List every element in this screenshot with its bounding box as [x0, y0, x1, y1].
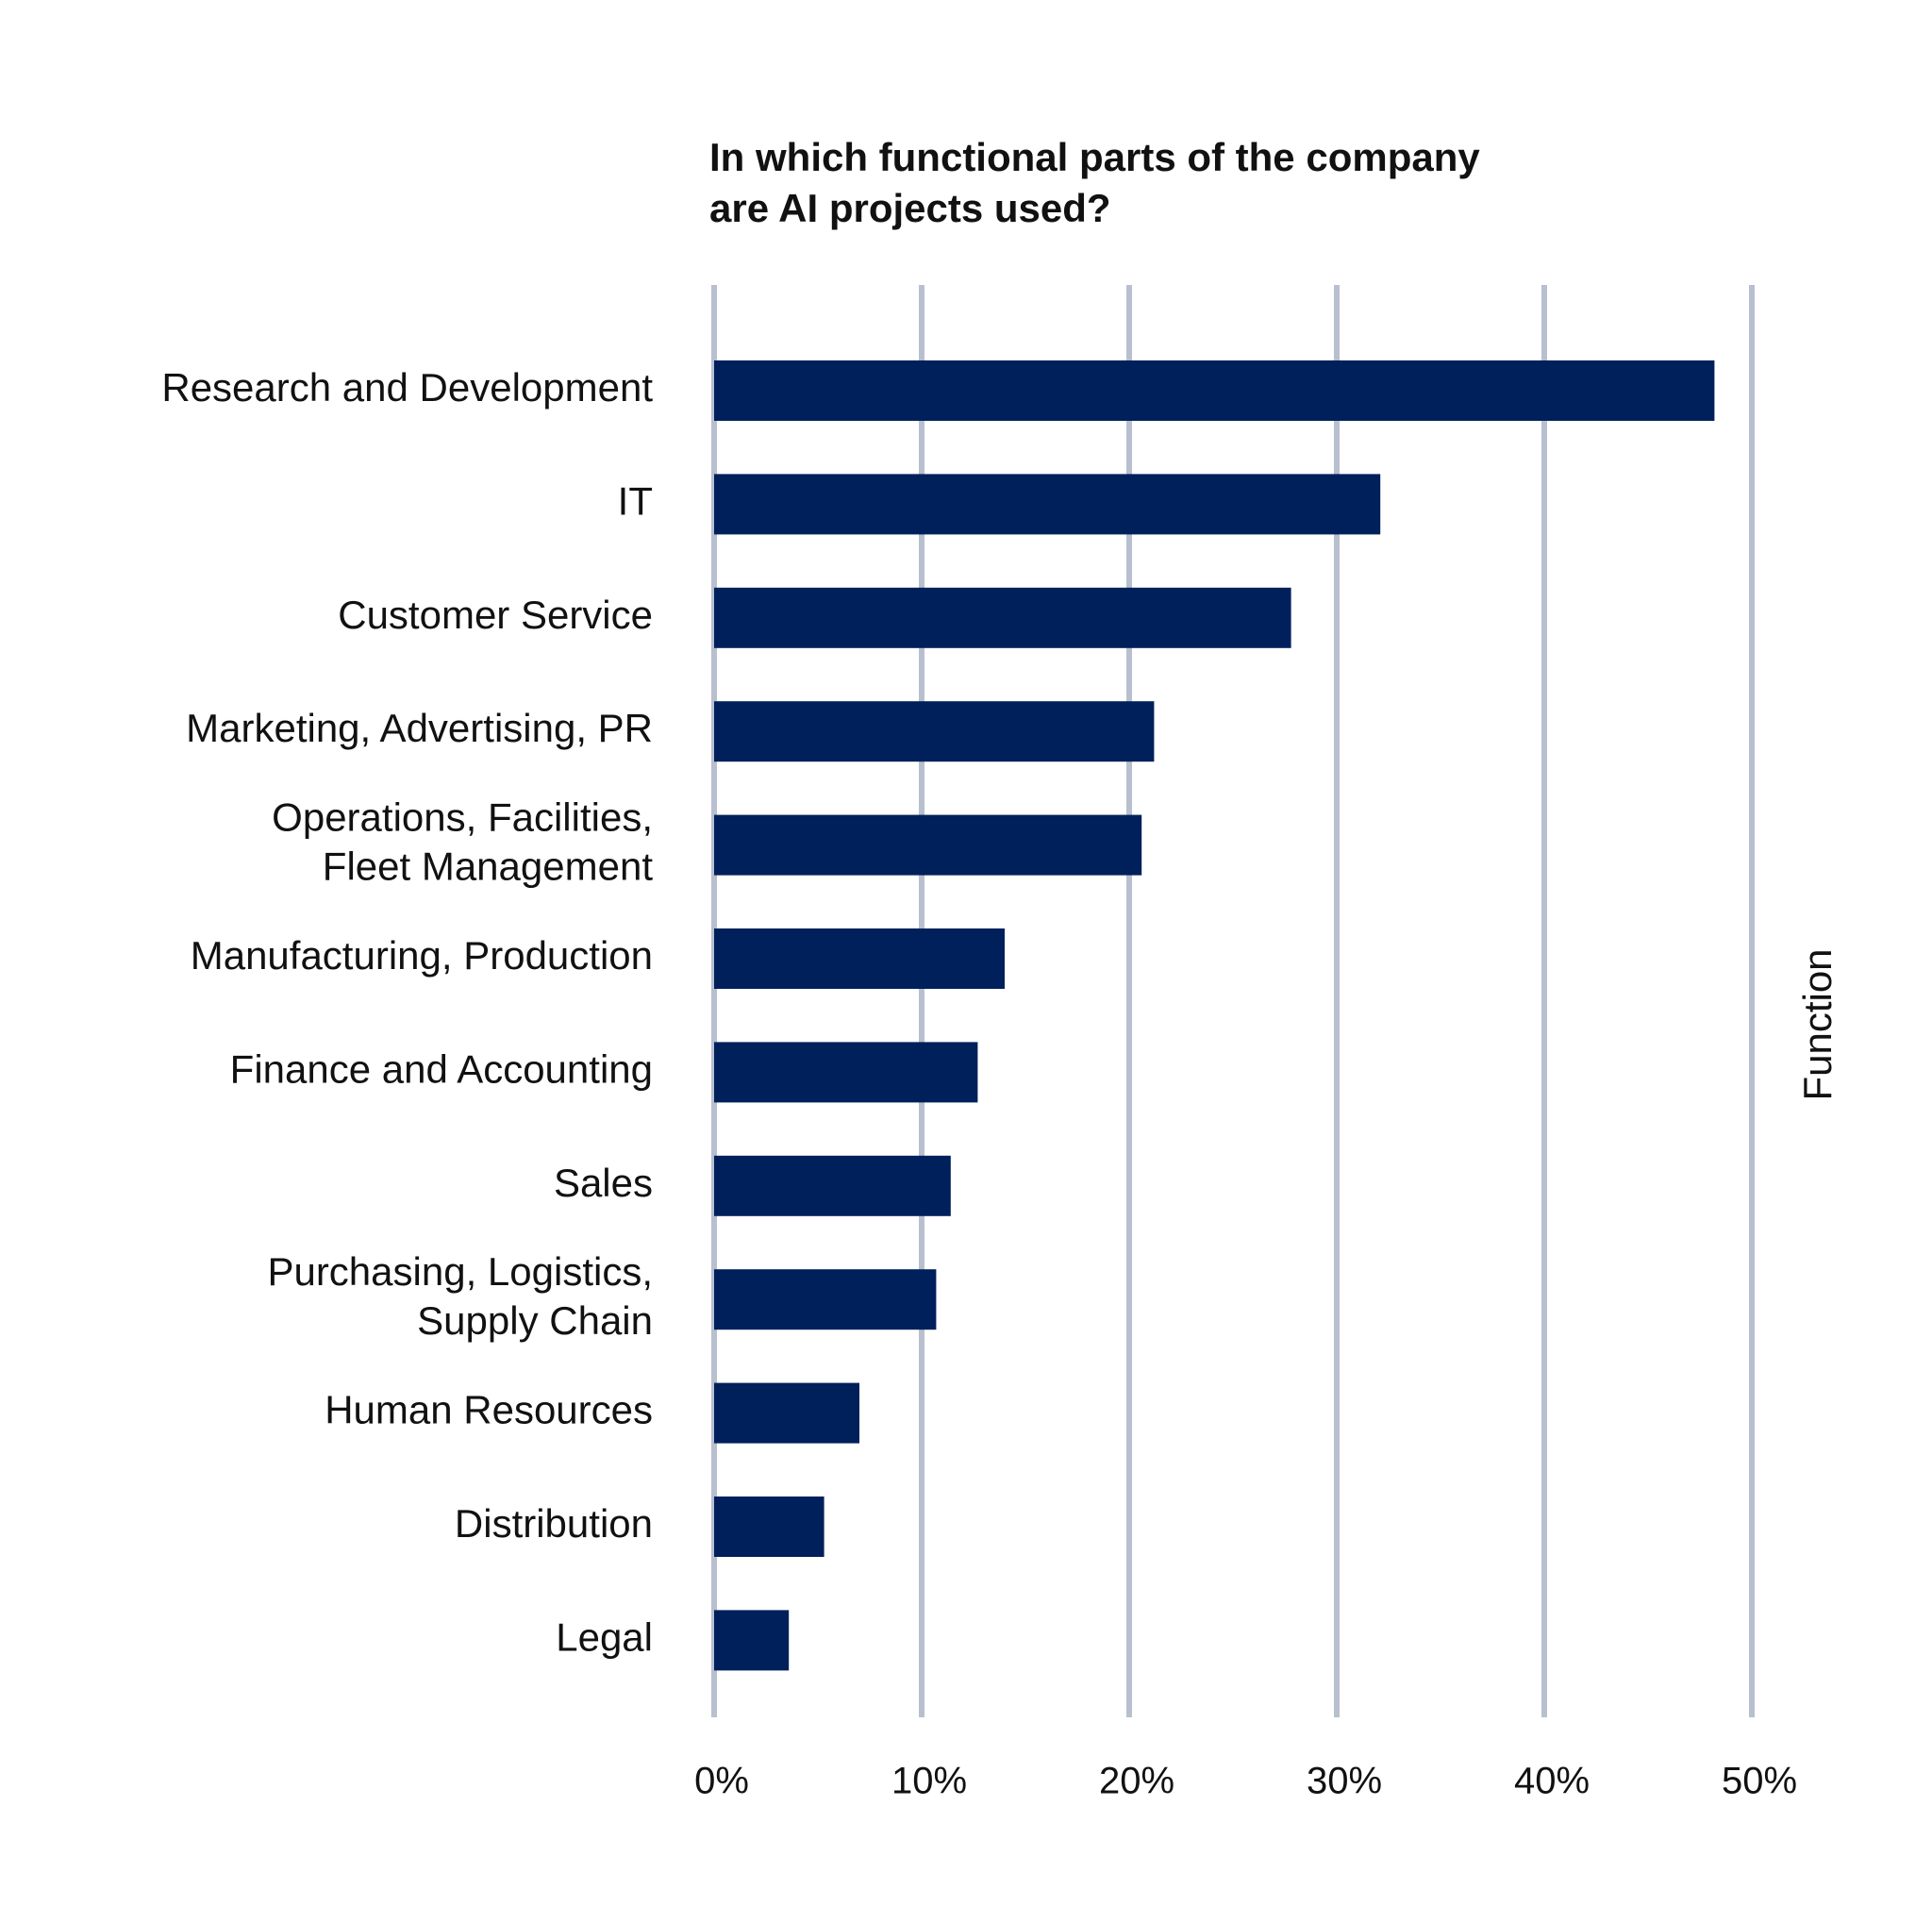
bar-0 — [714, 360, 1715, 421]
category-label-7-line-0: Sales — [554, 1161, 653, 1205]
x-tick-label-5: 50% — [1722, 1761, 1797, 1802]
category-label-6-line-0: Finance and Accounting — [230, 1046, 653, 1091]
bar-4 — [714, 814, 1142, 876]
bar-8 — [714, 1269, 937, 1330]
category-label-3-line-0: Marketing, Advertising, PR — [186, 706, 653, 750]
chart-title: In which functional parts of the company… — [709, 132, 1653, 234]
category-label-9: Human Resources — [325, 1388, 653, 1432]
bar-3 — [714, 701, 1155, 762]
x-tick-labels: 0% 10% 20% 30% 40% 50% — [694, 1761, 1797, 1802]
bar-5 — [714, 928, 1005, 989]
category-label-5-line-0: Manufacturing, Production — [191, 933, 653, 978]
y-axis-label: Function — [1795, 948, 1840, 1100]
chart-title-line-1: In which functional parts of the company — [709, 135, 1480, 179]
x-tick-label-1: 10% — [891, 1761, 967, 1802]
category-label-11: Legal — [556, 1614, 653, 1659]
category-label-8-line-1: Supply Chain — [417, 1298, 653, 1343]
bar-1 — [714, 474, 1381, 535]
bar-2 — [714, 587, 1291, 648]
x-tick-label-3: 30% — [1307, 1761, 1382, 1802]
category-labels: Research and Development IT Customer Servi… — [161, 365, 653, 1659]
category-label-0: Research and Development — [161, 365, 653, 410]
x-tick-label-0: 0% — [694, 1761, 749, 1802]
category-label-4-line-0: Operations, Facilities, — [272, 795, 653, 840]
chart-title-line-2: are AI projects used? — [709, 186, 1111, 230]
bar-7 — [714, 1155, 951, 1216]
category-label-1: IT — [618, 478, 653, 523]
bar-11 — [714, 1610, 790, 1671]
category-label-4-line-1: Fleet Management — [323, 844, 654, 889]
category-label-6: Finance and Accounting — [230, 1046, 653, 1091]
x-tick-label-2: 20% — [1099, 1761, 1174, 1802]
category-label-2: Customer Service — [338, 593, 653, 637]
category-label-2-line-0: Customer Service — [338, 593, 653, 637]
bars — [714, 360, 1715, 1671]
category-label-10: Distribution — [455, 1501, 653, 1546]
category-label-3: Marketing, Advertising, PR — [186, 706, 653, 750]
category-label-10-line-0: Distribution — [455, 1501, 653, 1546]
category-label-8: Purchasing, Logistics, Supply Chain — [267, 1249, 653, 1343]
category-label-7: Sales — [554, 1161, 653, 1205]
category-label-0-line-0: Research and Development — [161, 365, 653, 410]
category-label-5: Manufacturing, Production — [191, 933, 653, 978]
bar-10 — [714, 1497, 824, 1557]
category-label-9-line-0: Human Resources — [325, 1388, 653, 1432]
bar-6 — [714, 1042, 978, 1103]
x-tick-label-4: 40% — [1514, 1761, 1590, 1802]
category-label-4: Operations, Facilities, Fleet Management — [272, 795, 653, 889]
category-label-8-line-0: Purchasing, Logistics, — [267, 1249, 653, 1294]
category-label-11-line-0: Legal — [556, 1614, 653, 1659]
bar-9 — [714, 1382, 859, 1444]
category-label-1-line-0: IT — [618, 478, 653, 523]
